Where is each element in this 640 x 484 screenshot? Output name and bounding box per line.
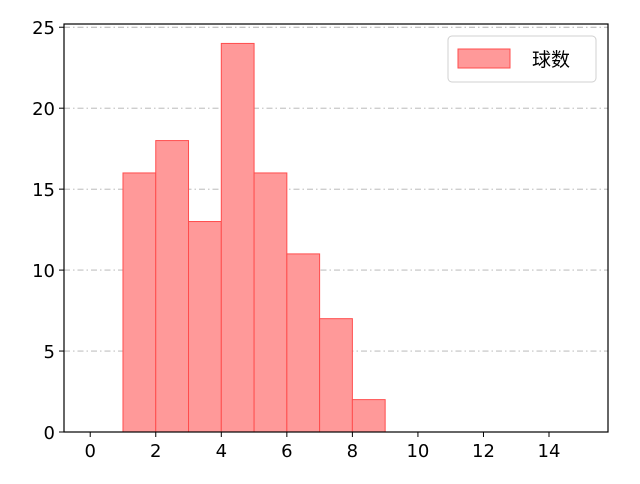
x-axis-ticks: 0 2 4 6 8 10 12 14 bbox=[84, 432, 560, 462]
histogram-bar bbox=[351, 399, 386, 433]
histogram-bar bbox=[188, 221, 222, 433]
x-tick-label: 6 bbox=[281, 441, 292, 462]
x-tick-label: 10 bbox=[406, 441, 429, 462]
x-tick-label: 14 bbox=[538, 441, 561, 462]
legend: 球数 bbox=[447, 35, 597, 83]
y-tick-label: 10 bbox=[32, 261, 55, 282]
y-tick-label: 15 bbox=[32, 180, 55, 201]
y-tick-label: 0 bbox=[44, 423, 55, 444]
y-axis-ticks: 0 5 10 15 20 25 bbox=[32, 18, 64, 444]
x-tick-label: 4 bbox=[216, 441, 227, 462]
legend-swatch bbox=[457, 48, 511, 69]
histogram-bar bbox=[253, 172, 288, 433]
bars bbox=[122, 42, 386, 433]
y-tick-label: 20 bbox=[32, 99, 55, 120]
x-tick-label: 2 bbox=[150, 441, 161, 462]
histogram-bar bbox=[319, 318, 353, 433]
x-tick-label: 12 bbox=[472, 441, 495, 462]
legend-box bbox=[447, 35, 597, 83]
histogram-bar bbox=[122, 172, 157, 433]
legend-label: 球数 bbox=[532, 49, 570, 71]
plot-frame bbox=[63, 23, 609, 433]
y-tick-label: 25 bbox=[32, 18, 55, 39]
y-tick-label: 5 bbox=[44, 342, 55, 363]
x-tick-label: 0 bbox=[84, 441, 95, 462]
histogram-bar bbox=[155, 140, 190, 433]
histogram-bar bbox=[220, 42, 255, 433]
histogram-bar bbox=[286, 253, 321, 433]
x-tick-label: 8 bbox=[347, 441, 358, 462]
